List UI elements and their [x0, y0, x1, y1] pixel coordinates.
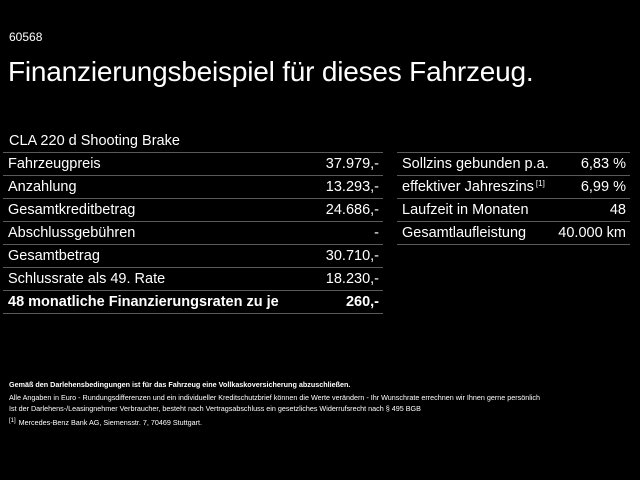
table-row: Abschlussgebühren - [3, 221, 383, 244]
table-row: Gesamtlaufleistung 40.000 km [397, 221, 630, 245]
table-row: Sollzins gebunden p.a. 6,83 % [397, 152, 630, 175]
row-label: Gesamtbetrag [8, 248, 100, 264]
footnote: [1] Mercedes-Benz Bank AG, Siemensstr. 7,… [9, 416, 629, 428]
row-label: 48 monatliche Finanzierungsraten zu je [8, 294, 279, 310]
row-value: 13.293,- [325, 179, 379, 195]
row-label: Schlussrate als 49. Rate [8, 271, 166, 287]
disclaimer-line: Alle Angaben in Euro - Rundungsdifferenz… [9, 393, 540, 402]
row-label: Gesamtlaufleistung [402, 225, 527, 241]
row-value: 18.230,- [325, 271, 379, 287]
table-row: Fahrzeugpreis 37.979,- [3, 152, 383, 175]
footnote-text: Mercedes-Benz Bank AG, Siemensstr. 7, 70… [18, 418, 203, 427]
row-label-wrap: effektiver Jahreszins [1] [402, 179, 545, 195]
row-value: 260,- [345, 294, 379, 310]
table-row: Gesamtbetrag 30.710,- [3, 244, 383, 267]
row-value: 37.979,- [325, 156, 379, 172]
listing-code: 60568 [9, 30, 43, 44]
table-row: Gesamtkreditbetrag 24.686,- [3, 198, 383, 221]
row-label: Fahrzeugpreis [8, 156, 101, 172]
row-label: Laufzeit in Monaten [402, 202, 529, 218]
table-row: Laufzeit in Monaten 48 [397, 198, 630, 221]
row-label: Anzahlung [8, 179, 77, 195]
row-value: 48 [609, 202, 626, 218]
page-title: Finanzierungsbeispiel für dieses Fahrzeu… [8, 56, 534, 87]
row-label: Gesamtkreditbetrag [8, 202, 136, 218]
row-label: effektiver Jahreszins [402, 179, 534, 195]
insurance-note: Gemäß den Darlehensbedingungen ist für d… [9, 380, 351, 389]
footnote-marker: [1] [9, 418, 16, 424]
row-value: 6,99 % [580, 179, 626, 195]
model-name: CLA 220 d Shooting Brake [9, 133, 180, 149]
row-value: 40.000 km [558, 225, 626, 241]
table-row: Schlussrate als 49. Rate 18.230,- [3, 267, 383, 290]
row-value: 24.686,- [325, 202, 379, 218]
footnote-ref: [1] [535, 179, 545, 188]
terms-table: Sollzins gebunden p.a. 6,83 % effektiver… [397, 152, 630, 245]
row-value: - [374, 225, 379, 241]
row-value: 30.710,- [325, 248, 379, 264]
monthly-rate-row: 48 monatliche Finanzierungsraten zu je 2… [3, 290, 383, 314]
table-row: effektiver Jahreszins [1] 6,99 % [397, 175, 630, 198]
row-label: Sollzins gebunden p.a. [402, 156, 549, 172]
row-value: 6,83 % [580, 156, 626, 172]
legal-notes: Gemäß den Darlehensbedingungen ist für d… [9, 379, 629, 428]
withdrawal-note: Ist der Darlehens-/Leasingnehmer Verbrau… [9, 404, 421, 413]
financing-table: Fahrzeugpreis 37.979,- Anzahlung 13.293,… [3, 152, 383, 314]
table-row: Anzahlung 13.293,- [3, 175, 383, 198]
row-label: Abschlussgebühren [8, 225, 136, 241]
